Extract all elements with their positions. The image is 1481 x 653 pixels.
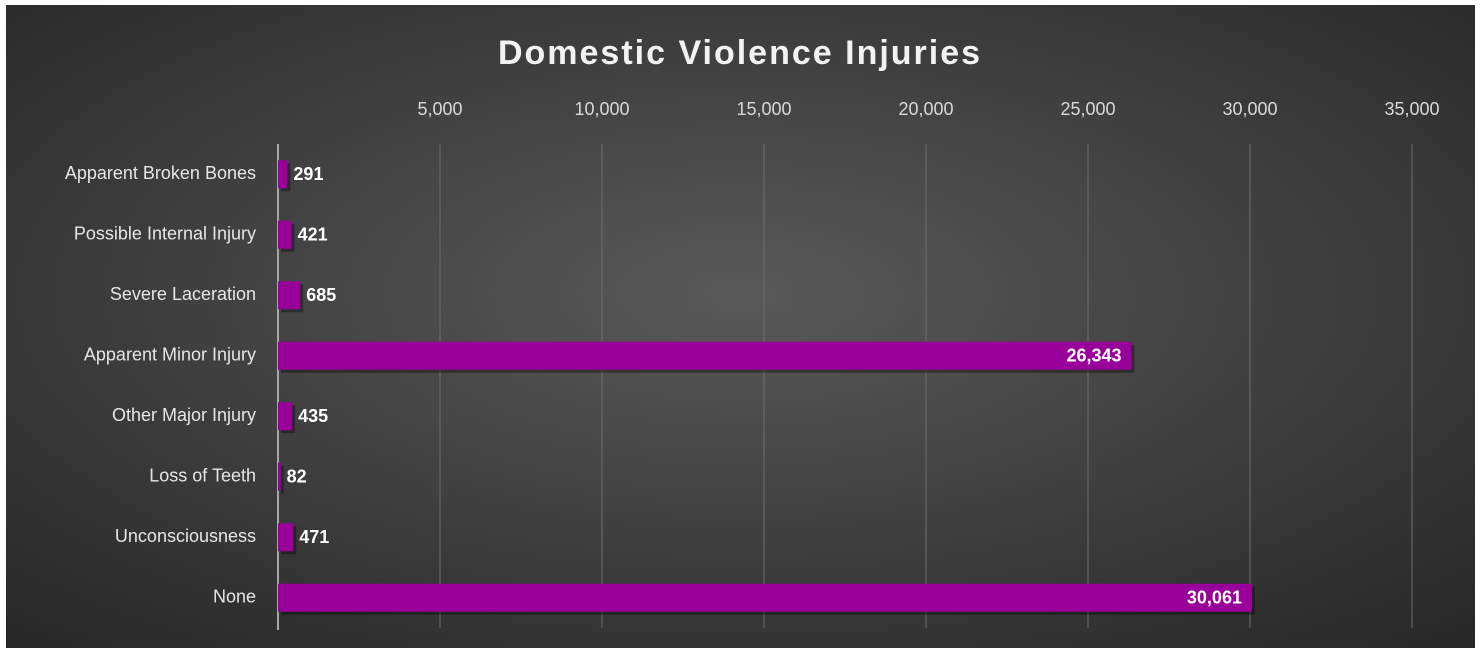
y-tick-label: Apparent Minor Injury (84, 345, 256, 365)
data-label: 82 (287, 467, 307, 487)
bar (278, 523, 294, 552)
y-tick-label: Other Major Injury (112, 405, 256, 425)
data-label: 435 (298, 406, 328, 426)
chart-title: Domestic Violence Injuries (498, 34, 982, 72)
x-tick-label: 5,000 (417, 99, 462, 119)
y-tick-label: Severe Laceration (110, 284, 256, 304)
bar-shadow (281, 465, 284, 494)
data-label: 30,061 (1187, 588, 1242, 608)
x-tick-label: 25,000 (1060, 99, 1115, 119)
y-tick-label: Loss of Teeth (149, 466, 256, 486)
data-label: 421 (298, 225, 328, 245)
x-tick-label: 30,000 (1222, 99, 1277, 119)
bar (278, 341, 1132, 370)
bar (278, 160, 288, 189)
x-tick-label: 10,000 (574, 99, 629, 119)
bar (278, 220, 292, 249)
bar (278, 281, 301, 310)
x-tick-label: 20,000 (898, 99, 953, 119)
y-tick-label: None (213, 587, 256, 607)
data-label: 471 (299, 527, 329, 547)
chart-background (6, 5, 1475, 648)
data-label: 291 (293, 164, 323, 184)
y-tick-label: Apparent Broken Bones (65, 163, 256, 183)
x-tick-label: 35,000 (1384, 99, 1439, 119)
bar (278, 583, 1252, 612)
y-tick-label: Possible Internal Injury (74, 224, 256, 244)
x-tick-label: 15,000 (736, 99, 791, 119)
y-tick-label: Unconsciousness (115, 526, 256, 546)
data-label: 26,343 (1066, 346, 1121, 366)
bar (278, 402, 293, 431)
data-label: 685 (306, 285, 336, 305)
bar (278, 462, 281, 491)
